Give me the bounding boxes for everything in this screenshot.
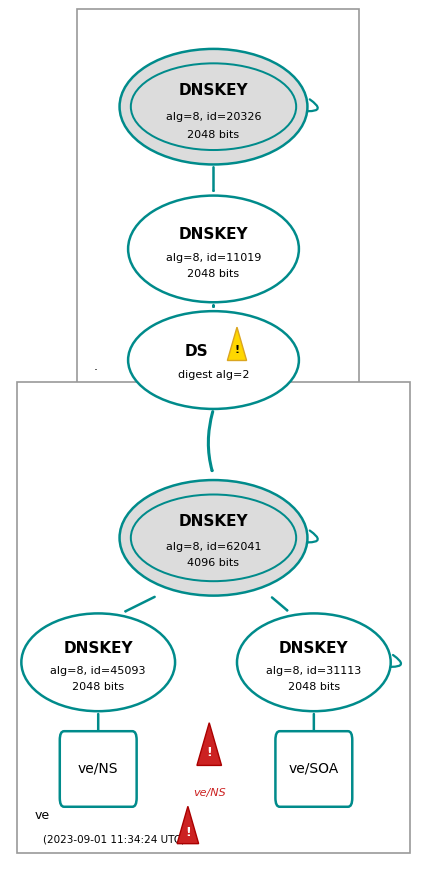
Text: alg=8, id=11019: alg=8, id=11019 [165, 252, 261, 263]
Ellipse shape [128, 196, 298, 302]
Text: ve/SOA: ve/SOA [288, 762, 338, 776]
Polygon shape [196, 723, 221, 765]
Text: 2048 bits: 2048 bits [187, 130, 239, 140]
FancyBboxPatch shape [275, 731, 351, 807]
Ellipse shape [119, 49, 307, 164]
Text: ve/NS: ve/NS [193, 788, 225, 798]
Text: (2023-09-01 07:39:19 UTC): (2023-09-01 07:39:19 UTC) [147, 372, 288, 382]
Text: !: ! [184, 826, 190, 839]
Text: 2048 bits: 2048 bits [72, 682, 124, 693]
Text: DNSKEY: DNSKEY [178, 228, 248, 242]
Text: .: . [94, 360, 98, 373]
FancyBboxPatch shape [60, 731, 136, 807]
Text: ve: ve [34, 809, 49, 822]
Text: DNSKEY: DNSKEY [63, 641, 133, 655]
Polygon shape [177, 806, 198, 844]
Ellipse shape [236, 613, 390, 711]
Polygon shape [227, 327, 246, 361]
FancyArrowPatch shape [208, 412, 212, 470]
Text: DNSKEY: DNSKEY [278, 641, 348, 655]
Text: 4096 bits: 4096 bits [187, 557, 239, 568]
Text: alg=8, id=62041: alg=8, id=62041 [165, 541, 261, 552]
FancyArrowPatch shape [271, 597, 286, 611]
Text: alg=8, id=31113: alg=8, id=31113 [265, 666, 361, 677]
Text: digest alg=2: digest alg=2 [177, 370, 249, 380]
Text: !: ! [206, 746, 212, 759]
FancyBboxPatch shape [77, 9, 358, 391]
FancyArrowPatch shape [125, 597, 154, 612]
Text: DNSKEY: DNSKEY [178, 84, 248, 98]
Ellipse shape [119, 480, 307, 596]
Text: 2048 bits: 2048 bits [187, 268, 239, 279]
Text: !: ! [234, 346, 239, 356]
Text: 2048 bits: 2048 bits [287, 682, 339, 693]
FancyArrowPatch shape [307, 531, 317, 542]
FancyArrowPatch shape [390, 655, 400, 667]
Text: (2023-09-01 11:34:24 UTC): (2023-09-01 11:34:24 UTC) [43, 835, 184, 845]
FancyArrowPatch shape [307, 100, 317, 111]
Ellipse shape [21, 613, 175, 711]
Text: DS: DS [184, 344, 208, 358]
Ellipse shape [128, 311, 298, 409]
Text: ve/NS: ve/NS [78, 762, 118, 776]
FancyBboxPatch shape [17, 382, 409, 853]
Text: alg=8, id=45093: alg=8, id=45093 [50, 666, 146, 677]
Text: DNSKEY: DNSKEY [178, 515, 248, 529]
Text: alg=8, id=20326: alg=8, id=20326 [165, 112, 261, 123]
